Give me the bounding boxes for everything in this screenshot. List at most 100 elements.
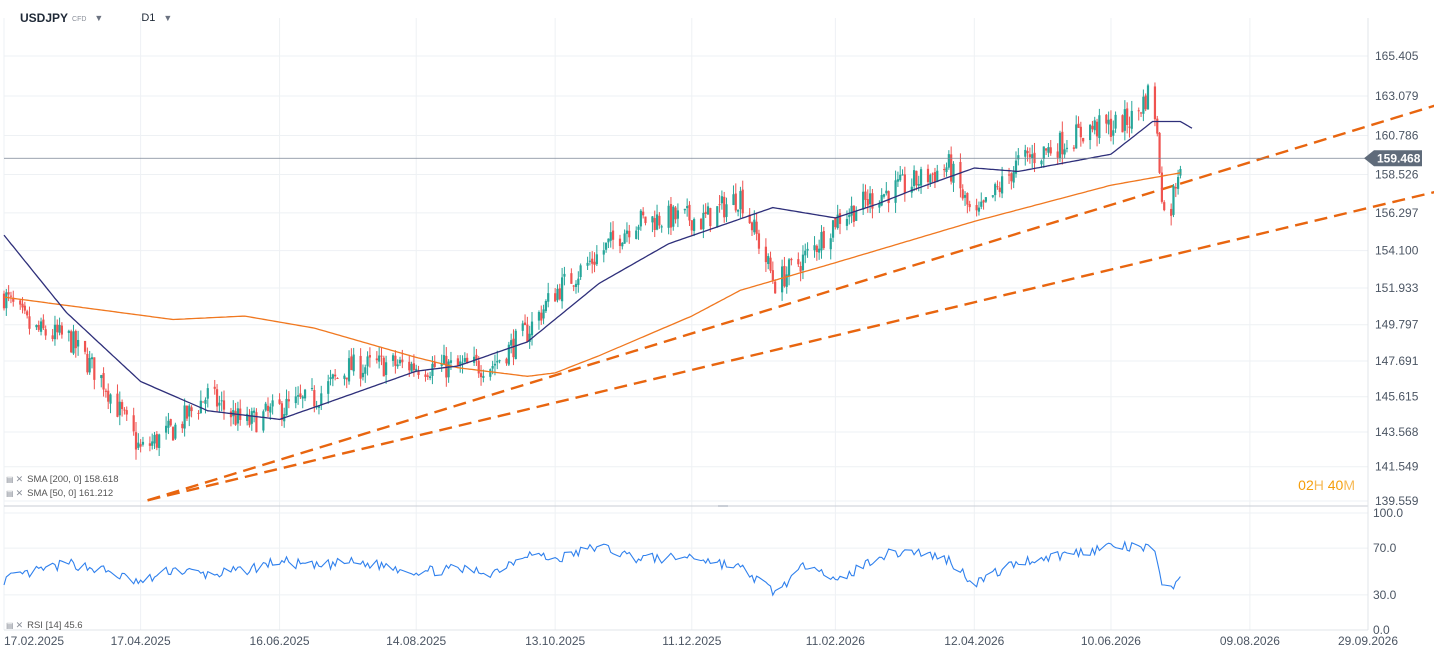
candle-body — [90, 357, 94, 360]
candle-body — [19, 300, 22, 305]
candle-body — [456, 358, 459, 366]
candle-body — [739, 191, 742, 210]
candle-body — [686, 206, 689, 209]
price-tick-label: 154.100 — [1375, 244, 1419, 258]
candle-body — [574, 283, 578, 287]
close-icon[interactable]: ✕ — [15, 620, 24, 630]
candle-body — [1082, 138, 1085, 142]
candle-body — [591, 258, 594, 264]
candle-body — [121, 402, 124, 410]
candle-body — [690, 220, 693, 231]
candle-body — [385, 362, 388, 375]
candle-body — [466, 357, 469, 364]
candle-body — [699, 218, 703, 230]
close-icon[interactable]: ✕ — [15, 474, 24, 484]
candle-body — [667, 205, 670, 228]
candle-body — [1172, 185, 1175, 215]
timeframe-dropdown-icon[interactable]: ▼ — [163, 13, 173, 23]
candle-body — [896, 179, 899, 182]
candle-body — [1146, 85, 1150, 110]
candle-body — [67, 330, 70, 333]
candle-body — [350, 356, 353, 371]
candle-body — [461, 362, 464, 364]
candle-body — [637, 226, 640, 230]
candle-body — [107, 390, 110, 402]
candle-body — [199, 400, 202, 414]
candle-body — [2, 293, 6, 309]
candle-body — [410, 363, 413, 372]
candle-body — [537, 312, 541, 321]
candle-body — [278, 399, 281, 404]
symbol-label[interactable]: USDJPY — [20, 11, 69, 25]
candle-body — [512, 338, 515, 358]
candle-body — [58, 324, 61, 333]
axes: 165.405 163.079 160.786 158.526 156.297 154.1… — [4, 18, 1422, 648]
candle-body — [83, 340, 87, 352]
candle-body — [165, 425, 168, 433]
sma50-line — [3, 120, 1193, 421]
price-tick-label: 149.797 — [1375, 318, 1419, 332]
candle-body — [287, 399, 290, 402]
settings-icon[interactable]: ▤ — [6, 621, 14, 630]
candle-body — [1179, 168, 1182, 176]
settings-icon[interactable]: ▤ — [6, 475, 14, 484]
candle-body — [489, 369, 492, 377]
candle-body — [294, 396, 297, 404]
candle-body — [943, 168, 946, 171]
candle-body — [188, 405, 191, 417]
candle-body — [644, 216, 647, 224]
countdown-minutes-unit: M — [1343, 477, 1355, 493]
candle-body — [855, 211, 858, 221]
candle-body — [801, 254, 805, 271]
candle-body — [5, 292, 8, 309]
timeframe-selector[interactable]: D1 — [141, 12, 156, 24]
symbol-dropdown-icon[interactable]: ▼ — [94, 13, 104, 23]
candle-body — [190, 407, 193, 412]
candle-body — [919, 169, 923, 186]
candle-body — [394, 355, 397, 366]
countdown-minutes: 40 — [1327, 477, 1344, 493]
candle-body — [496, 360, 499, 363]
candle-body — [982, 200, 985, 203]
candle-body — [1058, 132, 1062, 159]
candle-body — [1014, 160, 1018, 174]
candle-body — [621, 242, 624, 247]
candle-body — [725, 204, 728, 217]
candle-body — [60, 325, 63, 335]
candle-body — [313, 390, 316, 407]
candle-body — [415, 368, 418, 371]
candle-body — [336, 377, 339, 379]
countdown-hours: 02 — [1298, 477, 1314, 493]
sma200-legend-label: SMA [200, 0] 158.618 — [27, 474, 119, 485]
candle-body — [1098, 115, 1101, 139]
candle-body — [320, 393, 323, 405]
candle-body — [901, 174, 904, 176]
candle-body — [7, 292, 10, 295]
candle-body — [806, 248, 809, 251]
candle-body — [491, 366, 494, 369]
candle-body — [220, 400, 223, 402]
candle-body — [183, 405, 186, 429]
date-tick-label: 11.02.2026 — [806, 634, 865, 648]
close-icon[interactable]: ✕ — [15, 488, 24, 498]
candle-body — [229, 411, 233, 418]
candle-body — [952, 163, 955, 183]
date-tick-label: 14.08.2025 — [386, 634, 446, 648]
settings-icon[interactable]: ▤ — [6, 489, 14, 498]
candle-body — [764, 246, 767, 263]
candle-body — [1010, 173, 1013, 182]
candle-body — [704, 211, 707, 214]
candle-body — [718, 204, 721, 206]
candle-body — [767, 256, 770, 265]
candle-body — [250, 411, 253, 424]
rsi-panel — [3, 540, 1181, 597]
panel-resize-handle — [718, 505, 728, 507]
candle-body — [86, 353, 89, 373]
candle-body — [785, 274, 788, 287]
candle-body — [493, 363, 497, 366]
candle-body — [829, 238, 832, 250]
candle-body — [991, 195, 994, 197]
candle-body — [364, 367, 367, 374]
candle-body — [554, 293, 557, 302]
